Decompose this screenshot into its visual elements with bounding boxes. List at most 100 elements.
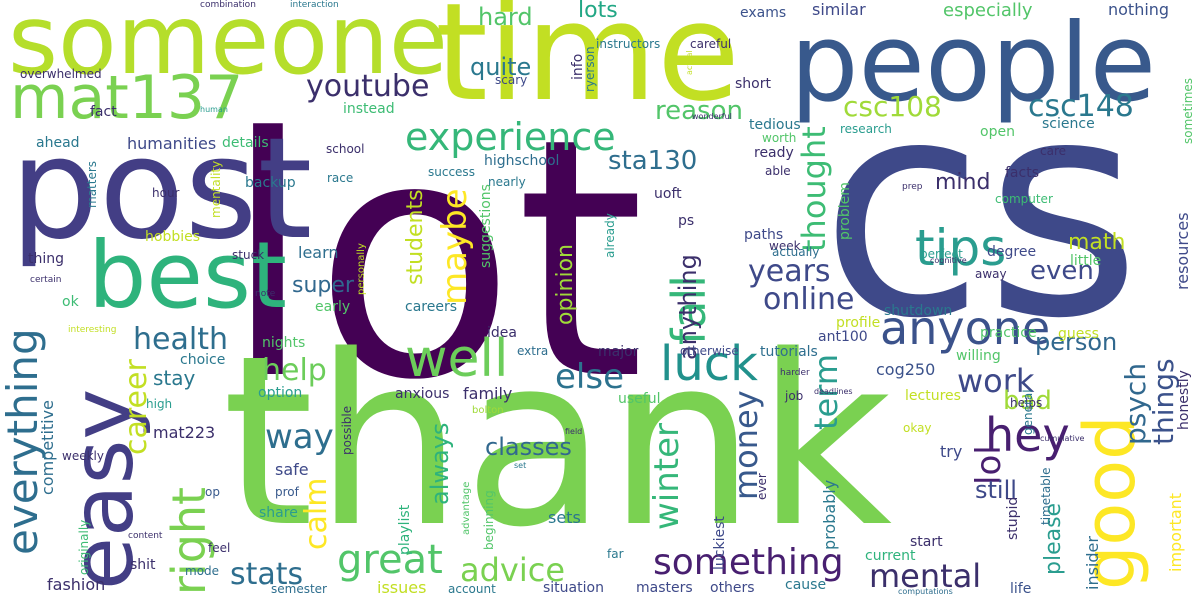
word-ryerson: ryerson bbox=[583, 46, 597, 92]
word-way: way bbox=[265, 417, 334, 457]
word-job: job bbox=[785, 389, 804, 403]
word-set: set bbox=[514, 461, 527, 470]
word-someone: someone bbox=[8, 0, 448, 96]
word-students: students bbox=[403, 189, 428, 285]
word-otherwise: otherwise bbox=[680, 344, 739, 358]
word-hard: hard bbox=[478, 3, 533, 31]
word-cumulative: cumulative bbox=[1040, 434, 1085, 443]
word-quite: quite bbox=[470, 53, 532, 81]
word-thought: thought bbox=[795, 126, 833, 252]
word-math: math bbox=[1068, 230, 1126, 255]
word-ever: ever bbox=[755, 473, 769, 500]
word-okay: okay bbox=[903, 421, 932, 435]
word-guess: guess bbox=[1058, 326, 1099, 342]
word-thank: thank bbox=[222, 306, 893, 579]
word-cog250: cog250 bbox=[876, 360, 936, 379]
word-major: major bbox=[598, 344, 639, 360]
word-careers: careers bbox=[405, 299, 458, 315]
word-cognitive: cognitive bbox=[930, 256, 967, 265]
word-far: far bbox=[607, 547, 624, 561]
word-certain: certain bbox=[30, 275, 62, 285]
word-beginning: beginning bbox=[482, 490, 496, 550]
word-even: even bbox=[1030, 256, 1094, 286]
word-fashion: fashion bbox=[47, 575, 106, 594]
word-details: details bbox=[222, 135, 269, 151]
word-highschool: highschool bbox=[484, 153, 560, 169]
word-mat137: mat137 bbox=[10, 63, 244, 133]
word-account: account bbox=[448, 582, 496, 596]
word-weekly: weekly bbox=[62, 449, 104, 463]
word-exams: exams bbox=[740, 5, 787, 21]
word-open: open bbox=[980, 124, 1015, 140]
word-others: others bbox=[710, 580, 755, 596]
word-help: help bbox=[262, 353, 327, 388]
word-reason: reason bbox=[655, 96, 743, 126]
word-safe: safe bbox=[275, 460, 309, 479]
word-personally: personally bbox=[356, 243, 367, 295]
word-uoft: uoft bbox=[654, 186, 682, 202]
word-fact: fact bbox=[90, 104, 117, 120]
word-note: note bbox=[255, 289, 276, 299]
word-similar: similar bbox=[812, 0, 866, 19]
word-best: best bbox=[88, 222, 288, 329]
word-semester: semester bbox=[271, 582, 327, 596]
word-scary: scary bbox=[495, 73, 528, 87]
word-situation: situation bbox=[543, 580, 604, 596]
word-degree: degree bbox=[987, 244, 1037, 260]
word-opinion: opinion bbox=[553, 244, 578, 325]
word-interesting: interesting bbox=[68, 325, 117, 335]
word-bad: bad bbox=[1003, 386, 1052, 416]
word-person: person bbox=[1035, 328, 1118, 356]
word-success: success bbox=[428, 165, 475, 179]
word-prof: prof bbox=[275, 485, 299, 499]
word-lot: lot bbox=[222, 68, 645, 452]
word-mat223: mat223 bbox=[153, 423, 216, 442]
word-mind: mind bbox=[935, 170, 991, 195]
word-shit: shit bbox=[130, 557, 156, 573]
word-choice: choice bbox=[180, 352, 226, 368]
word-option: option bbox=[258, 385, 303, 401]
word-worth: worth bbox=[762, 131, 797, 145]
word-classes: classes bbox=[485, 433, 572, 461]
word-wonderful: wonderful bbox=[692, 112, 732, 121]
word-cs: cs bbox=[820, 35, 1142, 384]
word-actual: actual bbox=[685, 50, 694, 75]
word-luckiest: luckiest bbox=[712, 516, 728, 570]
word-tutorials: tutorials bbox=[760, 344, 818, 360]
word-winter: winter bbox=[647, 422, 687, 530]
word-suggestions: suggestions bbox=[478, 184, 494, 268]
word-csc108: csc108 bbox=[843, 90, 942, 123]
word-great: great bbox=[337, 537, 443, 583]
word-current: current bbox=[865, 548, 916, 564]
word-sets: sets bbox=[548, 508, 581, 527]
word-matters: matters bbox=[85, 160, 99, 208]
word-work: work bbox=[957, 362, 1035, 400]
word-issues: issues bbox=[377, 578, 427, 597]
word-stupid: stupid bbox=[1005, 496, 1021, 540]
word-human: human bbox=[200, 105, 228, 114]
word-shutdown: shutdown bbox=[884, 303, 953, 319]
word-health: health bbox=[133, 322, 228, 357]
word-mode: mode bbox=[185, 564, 220, 578]
word-super: super bbox=[292, 273, 354, 298]
word-willing: willing bbox=[956, 348, 1001, 364]
word-insider: insider bbox=[1083, 536, 1102, 590]
word-lectures: lectures bbox=[905, 388, 961, 404]
word-deadlines: deadlines bbox=[814, 387, 853, 396]
word-stats: stats bbox=[230, 557, 304, 592]
word-resources: resources bbox=[1173, 212, 1192, 290]
word-instead: instead bbox=[343, 101, 395, 117]
word-overwhelmed: overwhelmed bbox=[20, 67, 102, 81]
word-calm: calm bbox=[299, 477, 334, 550]
word-ready: ready bbox=[754, 145, 794, 161]
word-ant100: ant100 bbox=[818, 329, 868, 345]
word-probably: probably bbox=[820, 479, 839, 550]
word-nothing: nothing bbox=[1108, 0, 1170, 19]
word-especially: especially bbox=[943, 0, 1033, 21]
word-psych: psych bbox=[1119, 362, 1152, 445]
word-problem: problem bbox=[837, 182, 853, 240]
word-field: field bbox=[565, 427, 583, 436]
word-start: start bbox=[910, 534, 943, 550]
word-short: short bbox=[735, 76, 771, 92]
